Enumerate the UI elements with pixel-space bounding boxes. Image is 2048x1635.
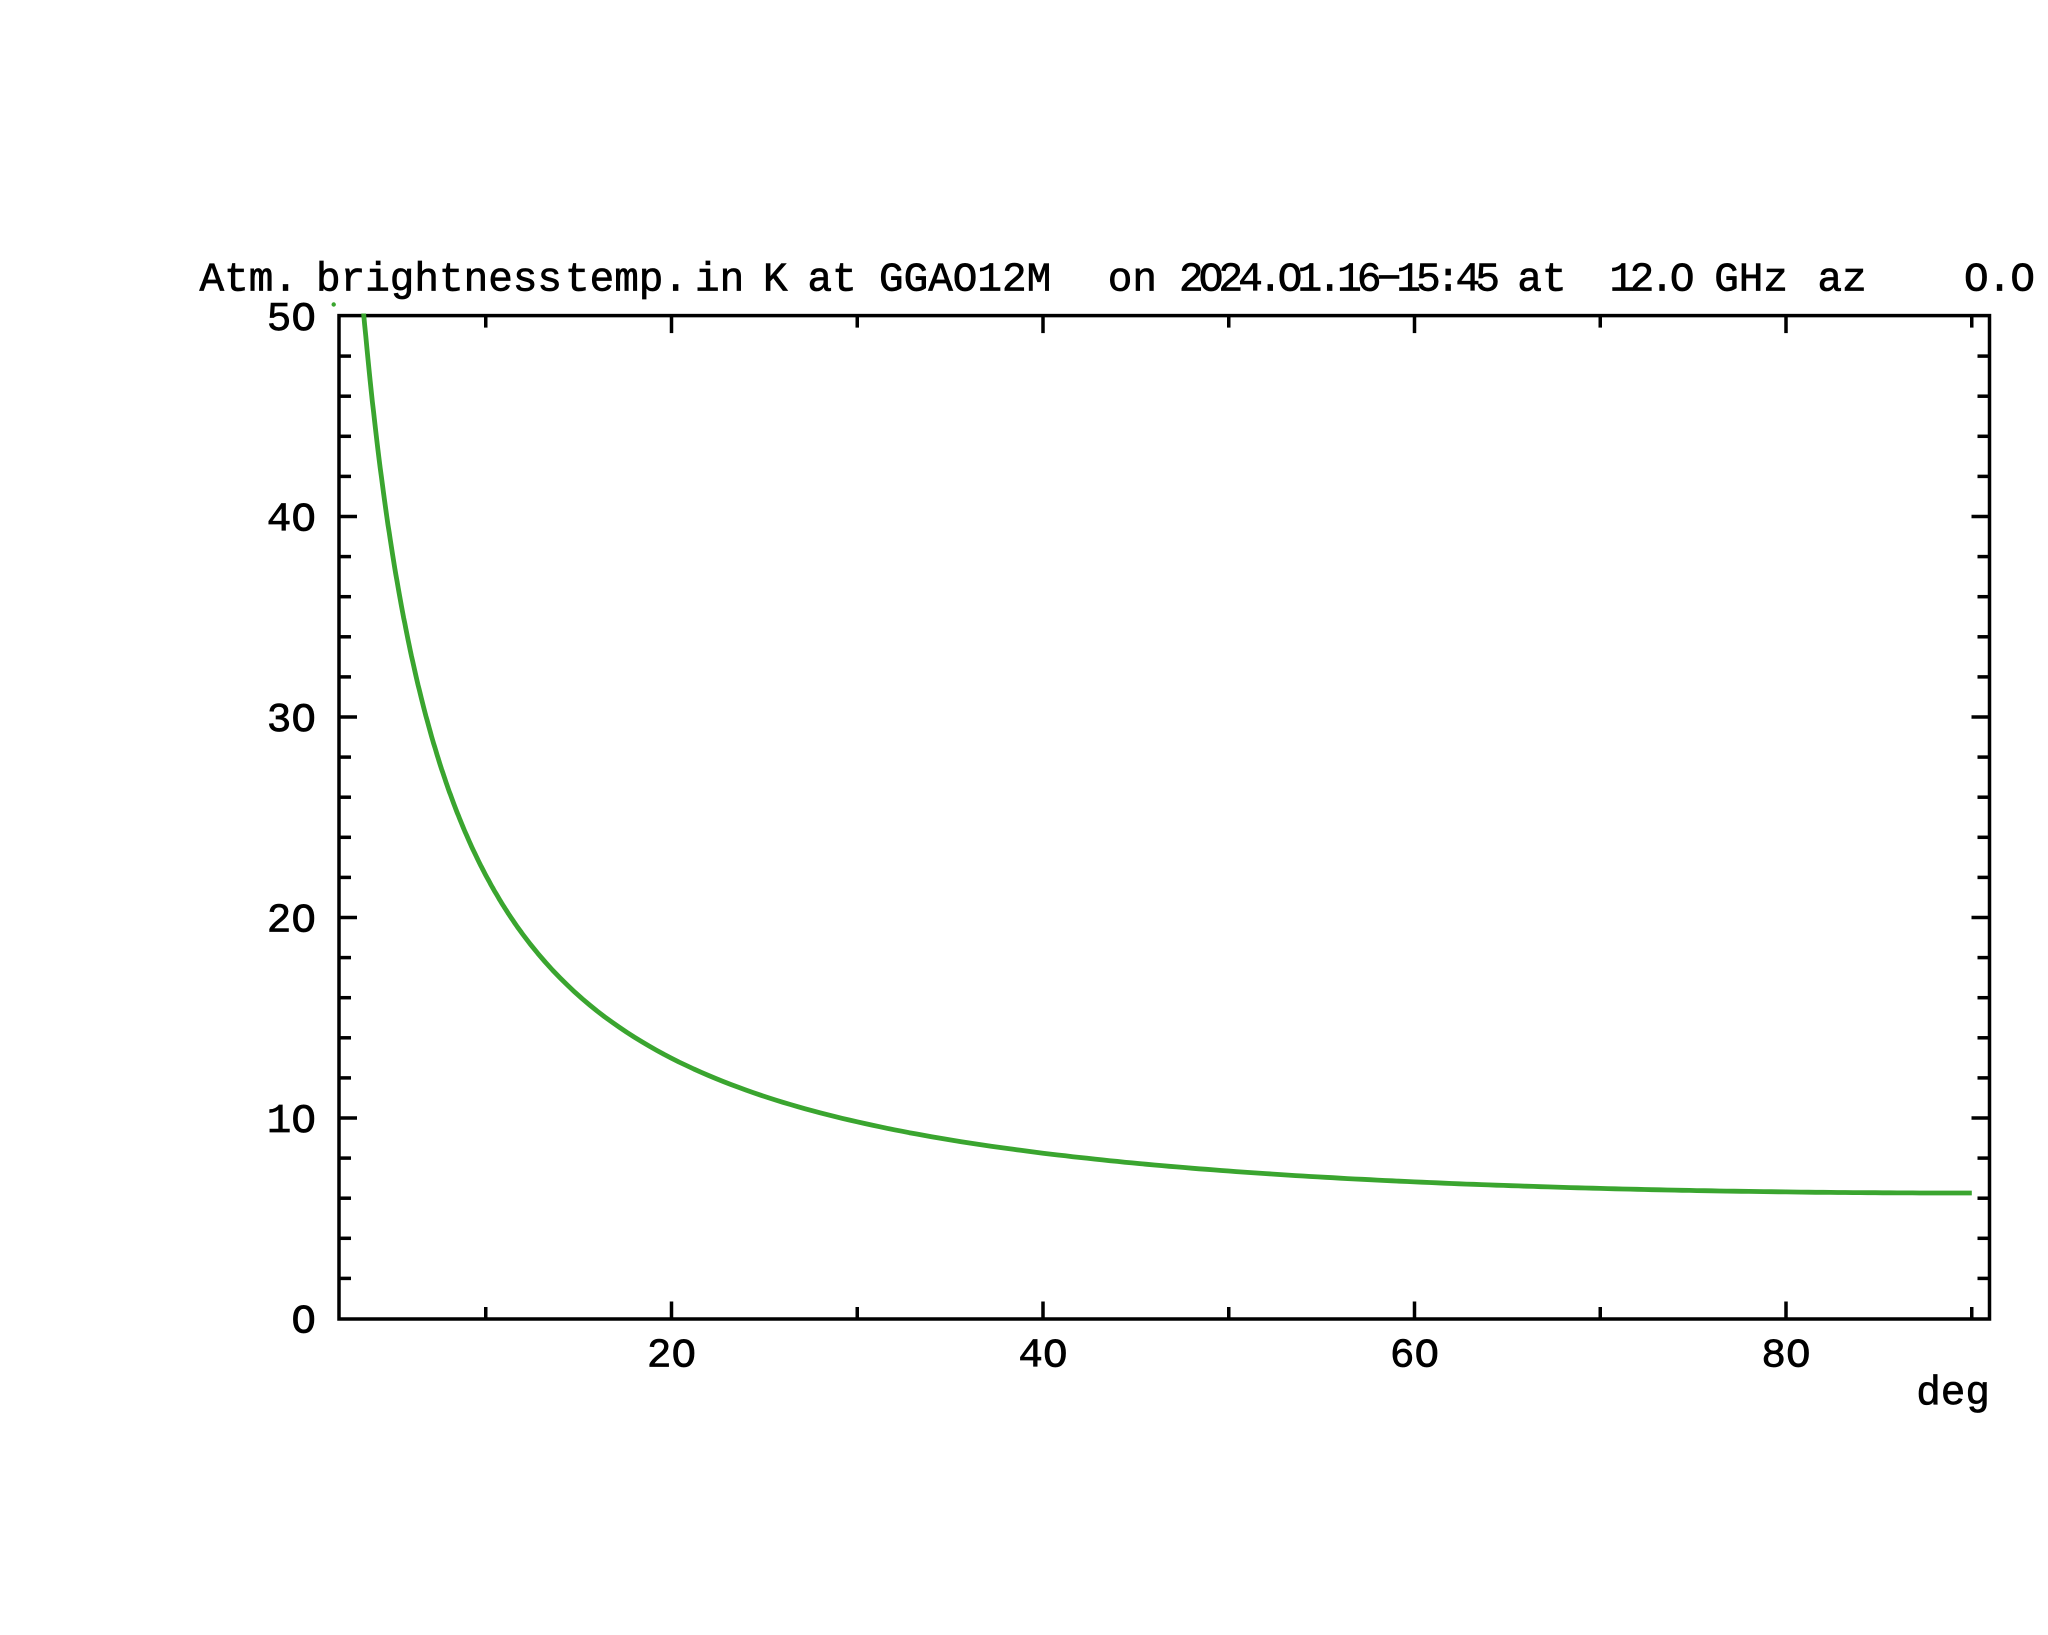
svg-text:in: in [695,258,744,304]
svg-text:brightness: brightness [316,258,562,304]
svg-text:O.O: O.O [1964,258,2035,304]
svg-text:Atm.: Atm. [200,258,298,304]
svg-text:temp.: temp. [565,258,688,304]
svg-text:8O: 8O [1761,1334,1810,1380]
svg-text:GHz: GHz [1714,258,1788,304]
svg-text:4O: 4O [1018,1334,1067,1380]
svg-text:5O: 5O [267,297,316,343]
svg-text:az: az [1818,258,1867,304]
svg-text:at: at [1517,258,1566,304]
svg-text:on: on [1108,258,1157,304]
svg-text:O: O [291,1300,316,1346]
svg-text:at: at [808,258,857,304]
svg-text:2O: 2O [647,1334,696,1380]
svg-text:12.O: 12.O [1610,258,1695,304]
svg-text:3O: 3O [267,698,316,744]
svg-text:K: K [763,258,788,304]
svg-text:2O: 2O [267,899,316,945]
svg-text:4O: 4O [267,498,316,544]
svg-text:2O24.O1.16−15:45: 2O24.O1.16−15:45 [1179,258,1500,304]
svg-text:1O: 1O [267,1099,316,1145]
svg-text:GGAO12M: GGAO12M [879,258,1051,304]
svg-text:deg: deg [1916,1371,1990,1417]
svg-text:6O: 6O [1390,1334,1439,1380]
